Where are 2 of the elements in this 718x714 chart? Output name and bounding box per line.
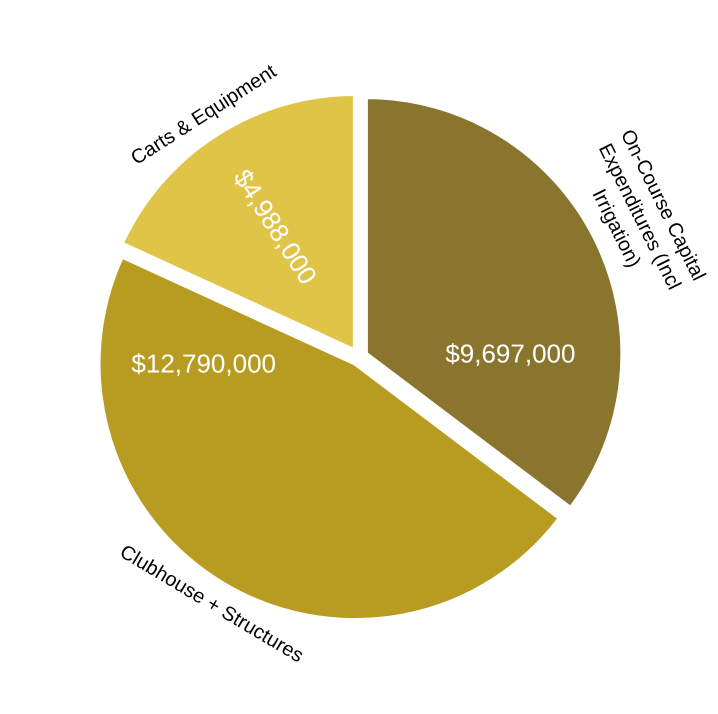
data-label: $12,790,000 bbox=[131, 348, 276, 379]
data-label: $9,697,000 bbox=[445, 338, 576, 369]
